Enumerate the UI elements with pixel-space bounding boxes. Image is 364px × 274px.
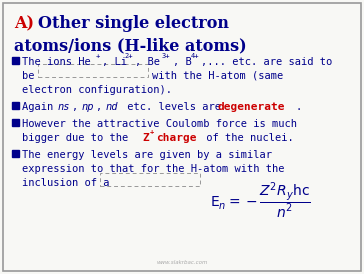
Text: atoms/ions (H-like atoms): atoms/ions (H-like atoms) — [14, 37, 247, 54]
Text: .: . — [295, 102, 301, 112]
Bar — [12, 150, 19, 157]
Text: inclusion of a: inclusion of a — [22, 178, 110, 188]
Text: charge: charge — [156, 133, 197, 143]
Text: 2+: 2+ — [124, 53, 132, 59]
Text: degenerate: degenerate — [218, 102, 285, 112]
Text: $\mathrm{E}_{n} = -\dfrac{Z^{2}R_{y}\mathrm{hc}}{n^{2}}$: $\mathrm{E}_{n} = -\dfrac{Z^{2}R_{y}\mat… — [210, 181, 311, 221]
Text: Other single electron: Other single electron — [38, 15, 229, 32]
Text: Again: Again — [22, 102, 59, 112]
Text: However the attractive Coulomb force is much: However the attractive Coulomb force is … — [22, 119, 297, 129]
FancyBboxPatch shape — [38, 64, 148, 77]
Text: etc. levels are: etc. levels are — [121, 102, 227, 112]
Text: ns: ns — [58, 102, 71, 112]
Text: expression to that for the H-atom with the: expression to that for the H-atom with t… — [22, 164, 285, 174]
Text: 4+: 4+ — [191, 53, 199, 59]
Text: ,: , — [96, 102, 108, 112]
Text: , Li: , Li — [102, 57, 127, 67]
Text: , B: , B — [173, 57, 192, 67]
FancyBboxPatch shape — [3, 3, 361, 271]
Text: , Be: , Be — [135, 57, 160, 67]
Text: www.slakrbac.com: www.slakrbac.com — [156, 260, 208, 265]
Text: be: be — [22, 71, 35, 81]
Text: bigger due to the: bigger due to the — [22, 133, 135, 143]
Text: electron configuration).: electron configuration). — [22, 85, 172, 95]
Bar — [12, 57, 19, 64]
Text: 3+: 3+ — [162, 53, 170, 59]
FancyBboxPatch shape — [100, 173, 200, 186]
Text: np: np — [82, 102, 95, 112]
Text: Z: Z — [142, 133, 149, 143]
Text: The ions He: The ions He — [22, 57, 91, 67]
Text: ,... etc. are said to: ,... etc. are said to — [201, 57, 332, 67]
Text: ,: , — [72, 102, 84, 112]
Text: +: + — [150, 129, 154, 135]
Text: of the nuclei.: of the nuclei. — [200, 133, 294, 143]
Text: A): A) — [14, 15, 34, 32]
Text: with the H-atom (same: with the H-atom (same — [152, 71, 283, 81]
Bar — [12, 102, 19, 109]
Text: The energy levels are given by a similar: The energy levels are given by a similar — [22, 150, 272, 160]
Text: +: + — [96, 53, 100, 59]
Text: nd: nd — [106, 102, 119, 112]
Bar — [12, 119, 19, 126]
